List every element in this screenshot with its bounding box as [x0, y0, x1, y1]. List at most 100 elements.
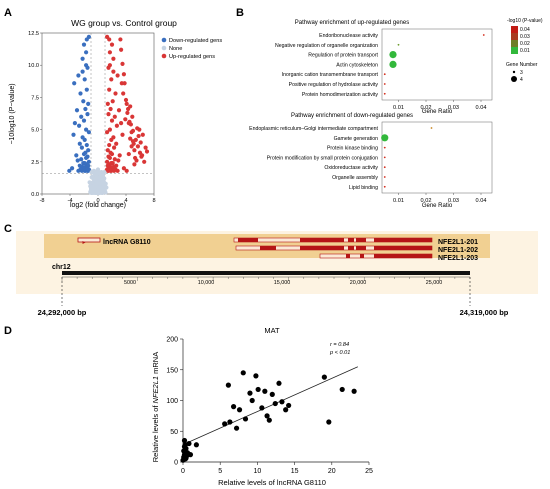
correlation-point — [181, 444, 188, 450]
volcano-point-none — [102, 189, 108, 194]
volcano-point-down — [77, 123, 82, 128]
pvalue-legend: -log10 (P-value) 0.04 0.03 0.02 0.01 Gen… — [506, 18, 543, 83]
correlation-point — [183, 455, 189, 461]
volcano-point-down — [74, 153, 79, 158]
correlation-x-tick-label: 20 — [328, 468, 336, 475]
enrichment-term-label: Endoplasmic reticulum–Golgi intermediate… — [249, 126, 378, 132]
volcano-point-up — [114, 123, 119, 128]
enrichment-dot — [383, 92, 386, 95]
volcano-point-up — [116, 108, 122, 113]
enrichment-x-tick-label: 0.01 — [393, 105, 404, 111]
correlation-point — [249, 397, 255, 404]
volcano-point-up — [137, 127, 142, 132]
correlation-point — [187, 452, 194, 458]
volcano-point-up — [111, 69, 116, 74]
correlation-x-tick-label: 5 — [218, 468, 222, 475]
volcano-point-up — [128, 136, 133, 141]
enrichment-term-label: Endoribonuclease activity — [319, 33, 378, 39]
volcano-point-up — [122, 81, 127, 86]
enrichment-term-label: Lipid binding — [349, 185, 378, 191]
ruler-label-5000: 5000 — [124, 280, 136, 286]
enrichment-up-x-label: Gene Ratio — [422, 109, 453, 115]
enrichment-dot — [430, 127, 433, 129]
volcano-y-tick-label: 7.5 — [31, 95, 39, 101]
volcano-point-down — [81, 151, 87, 157]
volcano-point-up — [107, 142, 112, 148]
enrichment-dot — [383, 73, 386, 76]
volcano-point-down — [71, 132, 76, 137]
volcano-point-down — [79, 114, 84, 119]
correlation-point — [259, 405, 265, 411]
volcano-point-up — [138, 140, 143, 145]
volcano-point-down — [86, 130, 91, 135]
correlation-r-value: r = 0.84 — [330, 342, 349, 348]
transcript-202-label: NFE2L1-202 — [438, 247, 478, 254]
volcano-point-up — [129, 130, 134, 135]
volcano-point-none — [93, 172, 98, 177]
enrichment-term-label: Actin cytoskeleton — [336, 62, 378, 68]
pvalue-swatch-2 — [511, 33, 518, 40]
lncrna-label: lncRNA G8110 — [103, 239, 151, 246]
volcano-point-none — [89, 175, 94, 180]
correlation-y-tick-label: 150 — [166, 367, 178, 374]
correlation-point — [279, 399, 285, 405]
volcano-point-up — [125, 110, 130, 115]
correlation-point — [266, 417, 272, 423]
volcano-y-tick-label: 2.5 — [31, 160, 39, 166]
enrichment-dot — [381, 134, 389, 142]
correlation-point — [230, 404, 237, 410]
gene-number-tick-4: 4 — [520, 77, 523, 83]
volcano-point-none — [102, 170, 107, 175]
volcano-point-up — [114, 141, 119, 146]
pvalue-legend-title: -log10 (P-value) — [507, 18, 543, 24]
lncrna-arrow-icon: ▸ — [82, 240, 85, 246]
legend-label-down: Down-regulated gens — [169, 38, 222, 44]
enrichment-down-chart: 0.01 0.02 0.03 0.04 Endoplasmic reticulum–Go… — [249, 126, 486, 204]
volcano-point-up — [108, 106, 113, 112]
correlation-title: MAT — [264, 326, 280, 335]
volcano-legend: Down-regulated gens None Up-regulated ge… — [161, 37, 222, 60]
volcano-point-up — [134, 158, 139, 163]
volcano-x-tick-label: 0 — [96, 198, 99, 204]
volcano-point-up — [109, 42, 115, 47]
correlation-point — [351, 388, 357, 394]
transcript-202-exon-2 — [300, 246, 344, 250]
volcano-y-tick-label: 12.5 — [28, 31, 39, 37]
volcano-point-up — [107, 50, 112, 55]
enrichment-up-chart: 0.01 0.02 0.03 0.04 Endoribonuclease activit… — [275, 33, 486, 111]
correlation-x-tick-label: 25 — [365, 468, 373, 475]
volcano-point-up — [124, 101, 129, 106]
correlation-point — [276, 380, 282, 386]
volcano-point-up — [119, 121, 124, 126]
enrichment-term-label: Protein modification by small protein co… — [267, 155, 378, 161]
volcano-point-down — [81, 99, 86, 104]
pvalue-tick-3: 0.02 — [520, 41, 530, 47]
transcript-202-exon-5 — [374, 246, 432, 250]
volcano-point-up — [106, 112, 111, 117]
correlation-x-axis-label: Relative levels of lncRNA G8110 — [218, 478, 326, 487]
enrichment-term-label: Oxidoreductase activity — [324, 165, 378, 171]
transcript-202-exon-4 — [356, 246, 366, 250]
enrichment-term-label: Inorganic cation transmembrane transport — [282, 72, 379, 78]
enrichment-down-title: Pathway enrichment of down-regulated gen… — [291, 113, 413, 119]
transcript-nfe2l1-203: NFE2L1-203 — [319, 253, 478, 262]
correlation-point — [255, 386, 261, 393]
volcano-point-up — [121, 166, 126, 171]
correlation-y-tick-label: 0 — [174, 460, 178, 467]
volcano-point-down — [74, 108, 80, 113]
transcript-202-exon-3 — [348, 246, 354, 250]
volcano-point-down — [83, 106, 88, 112]
volcano-point-up — [123, 97, 129, 103]
enrichment-x-tick-label: 0.02 — [421, 198, 432, 204]
volcano-point-up — [144, 149, 150, 154]
volcano-point-none — [101, 182, 106, 188]
enrichment-x-tick-label: 0.04 — [476, 198, 487, 204]
correlation-fit-line — [182, 366, 359, 445]
volcano-point-up — [115, 168, 120, 173]
gene-number-marker-4 — [511, 76, 517, 82]
enrichment-x-tick-label: 0.01 — [393, 198, 404, 204]
volcano-point-up — [112, 145, 117, 150]
volcano-point-up — [121, 72, 126, 77]
enrichment-down-x-label: Gene Ratio — [422, 203, 453, 209]
pvalue-tick-1: 0.04 — [520, 27, 530, 33]
